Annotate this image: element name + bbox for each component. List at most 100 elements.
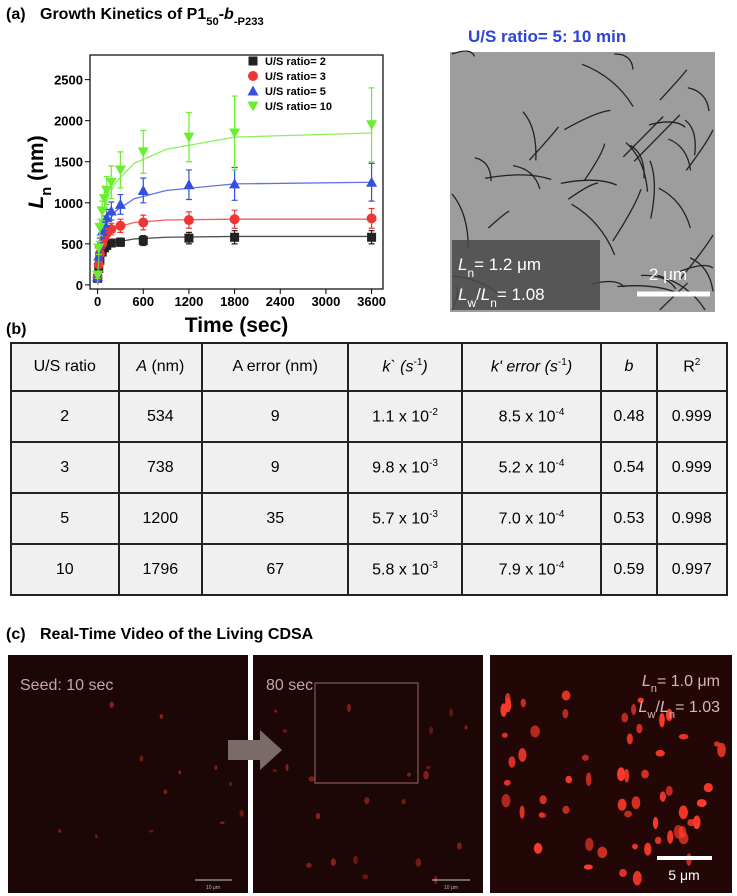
table-cell: 5 <box>10 492 120 545</box>
fiber <box>487 210 510 229</box>
dot <box>655 749 665 757</box>
text-part: -4 <box>555 457 565 469</box>
marker <box>114 198 126 209</box>
fiber <box>528 126 559 161</box>
dot <box>272 769 277 773</box>
dot <box>539 795 547 805</box>
fiber <box>560 179 618 186</box>
text-part: n <box>490 296 497 310</box>
tem-overlay <box>452 240 600 310</box>
dot <box>362 874 369 880</box>
dot <box>505 693 511 705</box>
marker <box>366 120 378 131</box>
text-part: -4 <box>555 559 565 571</box>
table-cell: 1.1 x 10-2 <box>347 390 463 443</box>
text-part: L <box>660 699 669 716</box>
dot <box>500 703 507 717</box>
text-part: U/S ratio <box>33 358 96 375</box>
text-part: -2 <box>429 406 438 418</box>
text-part: (nm) <box>147 358 185 375</box>
dot <box>423 770 429 780</box>
table-cell: 534 <box>117 390 204 443</box>
panel-label: (c) <box>6 626 26 643</box>
dot <box>285 763 289 772</box>
dot <box>95 834 98 839</box>
plot-frame <box>89 54 384 290</box>
dot <box>364 797 370 805</box>
fiber <box>512 165 541 190</box>
dot <box>519 805 525 819</box>
marker <box>106 238 116 248</box>
dot <box>562 805 570 814</box>
fiber <box>622 116 664 158</box>
marker <box>366 176 378 187</box>
dot <box>641 769 649 779</box>
dot <box>665 785 673 796</box>
video-lw: Lw/Ln= 1.03 <box>638 699 720 721</box>
dot <box>219 821 225 825</box>
dot <box>624 810 633 818</box>
header-cell: k' error (s-1) <box>460 342 603 392</box>
marker <box>184 233 194 243</box>
dot <box>621 712 629 723</box>
y-tick-label: 500 <box>61 237 83 252</box>
header-cell: R2 <box>655 342 729 392</box>
text-part: L <box>642 673 651 690</box>
table-cell: 738 <box>117 441 204 494</box>
video-frame <box>490 655 732 893</box>
dot <box>508 756 516 768</box>
x-tick-label: 0 <box>94 294 101 309</box>
fluorescent-dots <box>58 690 726 886</box>
marker <box>229 128 241 139</box>
frame-label: Seed: 10 sec <box>20 677 113 694</box>
legend-label: U/S ratio= 3 <box>265 71 326 83</box>
table-cell: 5.7 x 10-3 <box>347 492 463 545</box>
fiber <box>583 143 606 182</box>
dot <box>456 842 462 850</box>
dot <box>415 858 422 867</box>
dot <box>687 818 696 827</box>
fiber <box>658 187 692 229</box>
text-part: Growth Kinetics of P1 <box>40 6 206 23</box>
dot <box>503 779 511 786</box>
header-cell: A (nm) <box>117 342 204 392</box>
fiber <box>581 63 634 107</box>
video-frame <box>253 655 483 893</box>
table-cell: 35 <box>201 492 350 545</box>
dot <box>178 770 182 775</box>
fiber <box>680 234 714 280</box>
fiber <box>685 129 714 171</box>
dot <box>464 725 468 730</box>
text-part: -3 <box>429 508 438 520</box>
dot <box>530 725 540 738</box>
table-cell: 67 <box>201 543 350 596</box>
fiber <box>689 257 714 292</box>
video-ln: Ln= 1.0 μm <box>642 673 720 695</box>
arrow <box>228 730 282 770</box>
dot <box>678 832 689 845</box>
fiber <box>684 119 696 156</box>
dot <box>109 701 114 708</box>
fiber <box>679 264 714 272</box>
text-part: n <box>651 683 657 695</box>
marker <box>229 178 241 189</box>
y-tick-label: 1500 <box>54 155 83 170</box>
text-part: / <box>655 699 660 716</box>
marker <box>230 232 240 242</box>
dot <box>239 809 244 817</box>
fiber <box>659 69 688 101</box>
dot <box>626 733 633 745</box>
dot <box>717 742 726 758</box>
dot <box>632 843 638 850</box>
fiber <box>614 53 634 70</box>
text-part: A <box>136 358 147 375</box>
text-part: -1 <box>557 357 567 369</box>
table-cell: 0.999 <box>655 441 729 494</box>
fiber <box>668 138 692 171</box>
video-title: Real-Time Video of the Living CDSA <box>40 626 314 643</box>
marker <box>183 215 194 226</box>
marker <box>105 177 117 188</box>
table-row: 10 1796 67 5.8 x 10-3 7.9 x 10-4 0.59 0.997 <box>10 543 729 596</box>
table-cell: 8.5 x 10-4 <box>460 390 603 443</box>
